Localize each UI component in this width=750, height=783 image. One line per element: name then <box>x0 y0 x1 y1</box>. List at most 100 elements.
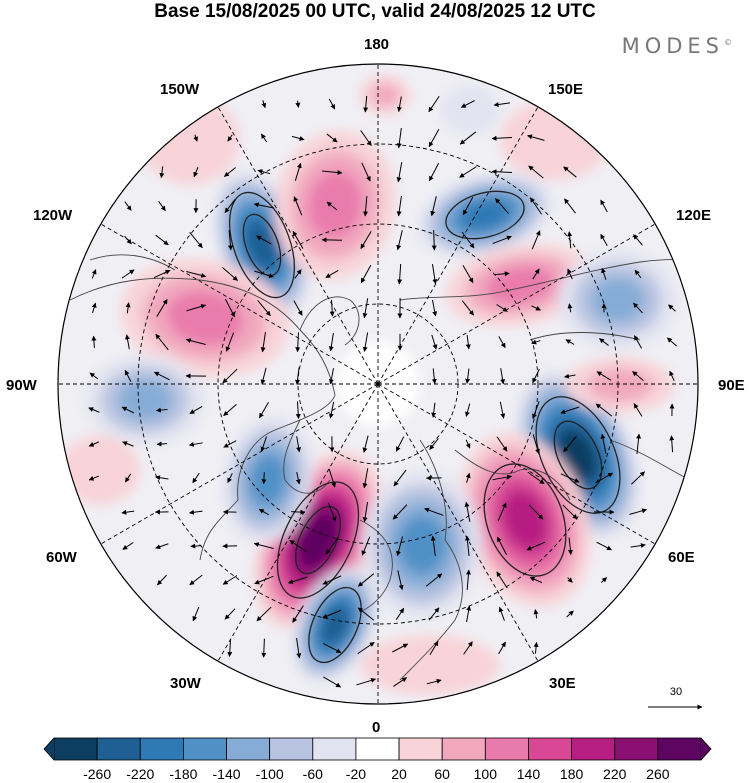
anomaly-shading <box>60 435 140 505</box>
wind-arrow <box>601 267 607 280</box>
wind-arrow <box>260 133 268 143</box>
wind-arrow <box>153 371 170 381</box>
wind-arrow <box>357 607 375 621</box>
wind-arrow <box>669 370 675 382</box>
wind-arrow <box>91 302 97 314</box>
wind-arrow <box>392 643 409 653</box>
colorbar-min-arrow <box>43 737 55 761</box>
wind-arrow <box>295 100 301 108</box>
wind-arrow <box>222 368 238 384</box>
wind-arrow <box>222 267 238 281</box>
wind-arrow <box>155 333 169 351</box>
wind-arrow <box>565 339 575 345</box>
wind-arrow <box>323 676 342 688</box>
wind-arrow <box>529 197 543 215</box>
wind-arrow <box>396 230 403 251</box>
meridian-line <box>217 106 379 385</box>
wind-arrow <box>257 169 271 175</box>
colorbar-tick-label: -260 <box>83 766 112 782</box>
wind-arrow <box>287 576 308 585</box>
wind-arrow <box>567 577 573 583</box>
lon-label-180: 180 <box>364 36 390 53</box>
wind-arrow <box>325 269 339 279</box>
colorbar-swatch <box>139 737 184 761</box>
wind-arrow <box>431 299 438 317</box>
wind-arrow <box>185 338 206 345</box>
wind-arrow <box>259 401 269 419</box>
wind-arrow <box>291 509 306 515</box>
wind-arrow <box>124 201 132 211</box>
wind-arrow <box>153 269 171 279</box>
wind-arrow <box>431 229 437 251</box>
wind-arrow <box>361 162 371 182</box>
anomaly-shading <box>587 368 653 402</box>
anomaly-shading <box>370 83 400 107</box>
lon-label-90w: 90W <box>6 377 37 394</box>
contour-line <box>483 463 567 577</box>
wind-arrow <box>498 641 506 655</box>
map-border <box>57 63 699 705</box>
wind-arrow <box>295 401 301 420</box>
wind-arrow <box>465 403 471 417</box>
wind-arrow <box>462 300 474 316</box>
wind-arrow <box>158 201 166 212</box>
coastline <box>359 519 393 613</box>
wind-arrow <box>396 196 402 217</box>
wind-arrow <box>321 170 343 176</box>
modes-logo: MODES© <box>622 34 732 58</box>
wind-arrow <box>190 543 202 549</box>
wind-arrow <box>188 509 203 515</box>
meridian-line <box>377 383 539 662</box>
wind-arrow <box>526 541 546 551</box>
wind-arrow <box>362 298 369 319</box>
wind-arrow <box>227 639 233 657</box>
wind-arrow <box>459 166 477 178</box>
wind-arrow <box>498 606 505 621</box>
wind-arrow <box>326 133 338 143</box>
wind-arrow <box>500 368 506 385</box>
meridian-line <box>100 383 379 545</box>
wind-arrow <box>533 609 539 619</box>
lon-label-120w: 120W <box>33 207 73 224</box>
wind-arrow <box>122 441 134 447</box>
wind-arrow <box>600 577 608 583</box>
wind-arrow <box>261 638 267 658</box>
colorbar-tick-label: 20 <box>391 766 407 782</box>
wind-arrow <box>188 441 203 447</box>
colorbar-tick-label: -140 <box>212 766 241 782</box>
wind-arrow <box>396 128 402 149</box>
lon-label-30w: 30W <box>170 675 201 692</box>
wind-arrow <box>560 406 580 414</box>
wind-arrow <box>88 407 100 413</box>
wind-arrow <box>431 402 437 418</box>
wind-arrow <box>357 641 375 655</box>
colorbar-swatch <box>96 737 141 761</box>
contour-line <box>229 191 295 299</box>
colorbar-swatch <box>484 737 529 761</box>
wind-arrow <box>125 302 131 314</box>
wind-arrow <box>363 95 369 113</box>
colorbar-swatch <box>312 737 357 761</box>
wind-arrow <box>429 438 439 450</box>
anomaly-shading <box>360 635 500 695</box>
wind-arrow <box>296 638 302 659</box>
wind-arrow <box>155 543 169 550</box>
wind-arrow <box>156 441 167 447</box>
wind-arrow <box>159 166 165 179</box>
wind-arrow <box>326 201 338 211</box>
wind-arrow <box>223 440 237 448</box>
wind-arrow <box>566 610 574 618</box>
wind-arrow <box>395 607 405 620</box>
wind-arrow <box>497 502 507 522</box>
wind-arrow <box>462 265 474 284</box>
coastline <box>69 277 336 561</box>
wind-arrow <box>362 332 369 352</box>
coastline <box>529 332 641 341</box>
wind-arrow <box>397 263 403 285</box>
contour-line <box>295 505 341 575</box>
wind-arrow <box>396 96 402 113</box>
wind-arrow <box>429 640 439 656</box>
wind-arrow <box>465 472 471 483</box>
wind-arrow <box>362 502 369 523</box>
wind-arrow <box>189 574 203 586</box>
